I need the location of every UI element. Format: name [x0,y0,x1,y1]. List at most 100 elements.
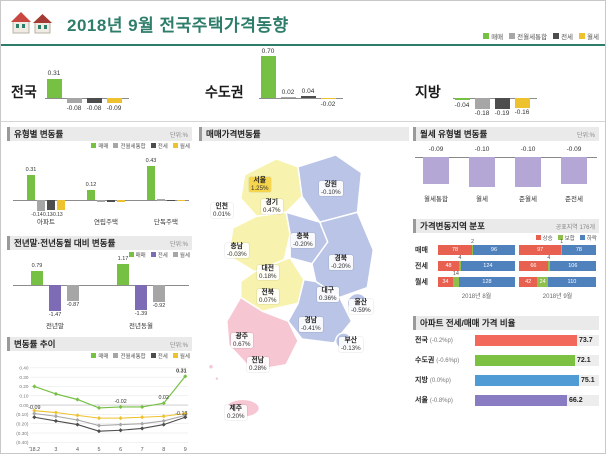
section-title: 가격변동지역 분포 [420,221,485,231]
group-label-capital: 수도권 [205,84,244,100]
value-label: -0.08 [66,105,82,112]
map-region-label-gangwon: 강원 -0.10% [319,181,343,196]
section-type-change: 유형별 변동률 단위:% 매매 전월세통합 전세 월세 0.31 -0.14 -0… [7,127,192,228]
ratio-bar [475,374,579,386]
value-label: -0.13 [41,212,53,218]
bar-wolse [321,98,336,99]
group-label-provincial: 지방 [415,84,441,100]
bar-wolse [177,200,185,201]
value-label: 1.17 [117,256,129,262]
svg-text:9: 9 [184,447,187,453]
value-label: -0.09 [428,146,444,153]
category-label: 전년동월 [129,323,153,330]
map-region-label-seoul: 서울 1.25% [249,177,271,192]
unit-label: 단위:% [576,132,595,139]
value-label: -0.18 [474,110,490,117]
value-label: -0.92 [152,303,166,309]
section-trend: 변동률 추이 단위:% 매매 전월세통합 전세 월세 [7,337,192,453]
ratio-bar [475,394,567,406]
korea-map: 서울 1.25% 인천 0.01% 경기 0.47% 강원 -0.10% 충남 -0.03… [199,141,409,447]
map-region-label-busan: 부산 -0.13% [339,337,363,352]
value-label: -0.09 [106,105,122,112]
svg-text:7: 7 [141,447,144,453]
legend: 매매 전월세통합 전세 월세 [7,351,192,360]
legend-label: 월세 [587,34,599,41]
map-region-label-jeju: 제주 0.20% [225,405,247,420]
legend-swatch-jeonse [553,33,560,39]
ratio-bar [475,334,577,346]
svg-text:(0.30): (0.30) [16,431,29,436]
map-region-label-jeonnam: 전남 0.28% [247,357,269,372]
map-region-label-incheon: 인천 0.01% [211,203,233,218]
bar-rent-combined [423,157,449,184]
ratio-row-seoul: 서울 (-0.8%p) 66.2 [413,390,599,410]
bar-wolse [67,285,79,301]
svg-text:-0.09: -0.09 [28,405,40,411]
bar-sale [261,56,276,98]
distribution-row-jeonse: 전세 48 4 124 66 4 106 [413,255,599,274]
value-label: -0.10 [474,146,490,153]
regional-summary-chart: 전국 0.31 -0.08 -0.08 -0.09 수도권 0.70 0.02 … [1,46,605,122]
bar-jeonse [87,98,102,103]
map-column: 매매가격변동률 [196,122,411,453]
bar-jeonse [47,200,55,210]
house-icon [11,12,52,34]
section-title: 아파트 전세/매매 가격 비율 [420,318,516,328]
value-label: -0.16 [514,109,530,116]
distribution-row-sale: 매매 78 2 96 97 1 78 [413,239,599,258]
bar-sale [27,175,35,200]
svg-text:5: 5 [98,447,101,453]
section-title: 월세 유형별 변동률 [420,129,488,139]
ratio-row-capital: 수도권 (-0.6%p) 72.1 [413,350,599,370]
bar-jun-jeonse [561,157,587,184]
left-column: 유형별 변동률 단위:% 매매 전월세통합 전세 월세 0.31 -0.14 -0… [1,122,196,453]
svg-text:(0.10): (0.10) [16,412,29,417]
right-column: 월세 유형별 변동률 단위:% -0.09 -0.10 -0.10 -0.09 월… [411,122,605,453]
bar-all-rent [475,98,490,109]
svg-text:-0.02: -0.02 [114,399,126,405]
svg-text:'18.2: '18.2 [29,447,41,453]
ratio-bar [475,354,575,366]
svg-text:(0.40): (0.40) [16,440,29,445]
bar-sale [31,271,43,285]
map-region-label-gwangju: 광주 0.67% [231,333,253,348]
line-sale [32,374,188,411]
map-region-label-gyeongnam: 경남 -0.41% [299,317,323,332]
svg-text:4: 4 [76,447,79,453]
svg-text:(0.20): (0.20) [16,421,29,426]
series-legend: 매매 전월세통합 전세 월세 [483,31,599,41]
section-title: 변동률 추이 [14,339,56,349]
bar-sale [117,264,129,285]
note-label: 공표지역 176개 [555,224,595,231]
value-label: -0.02 [320,101,336,108]
svg-text:0.00: 0.00 [19,403,29,408]
category-label: 단독주택 [154,219,178,226]
value-label: -0.10 [520,146,536,153]
legend: 매매 전세 월세 [7,250,192,259]
value-label: 0.43 [145,158,157,164]
map-region-label-jeonbuk: 전북 0.07% [257,289,279,304]
value-label: 0.31 [25,167,37,173]
category-label: 준전세 [565,196,583,203]
svg-text:0.30: 0.30 [19,375,29,380]
svg-text:0.40: 0.40 [19,366,29,371]
bar-all-rent [157,199,165,201]
value-label: 0.31 [47,70,61,77]
bar-jeonse [167,200,175,201]
category-label: 연립주택 [94,219,118,226]
bar-sale [47,79,62,98]
unit-label: 단위:% [169,132,188,139]
svg-text:8: 8 [162,447,165,453]
yoy-bar-chart: 0.79 -1.47 -0.87 1.17 -1.39 -0.92 전년말 전년… [7,256,192,330]
unit-label: 단위:% [169,241,188,248]
value-label: -0.14 [31,212,43,218]
section-title: 전년말·전년동월 대비 변동률 [14,238,116,248]
category-label: 아파트 [37,219,55,226]
category-label: 전년말 [46,323,64,330]
value-label: -0.04 [454,102,470,109]
section-title: 유형별 변동률 [14,129,64,139]
svg-text:0.10: 0.10 [19,394,29,399]
map-region-label-chungbuk: 충북 -0.20% [291,233,315,248]
legend-swatch-wolse [579,33,586,39]
